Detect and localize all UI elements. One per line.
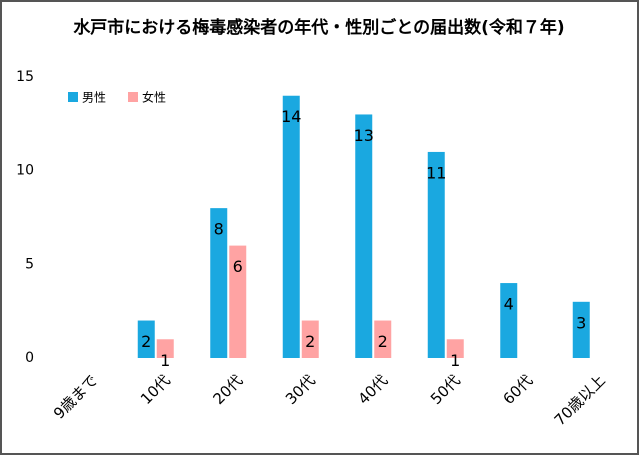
bar <box>229 245 247 358</box>
y-tick-label: 10 <box>16 163 34 179</box>
bar <box>572 301 590 358</box>
y-tick-label: 0 <box>25 350 34 366</box>
bar <box>374 320 392 358</box>
data-label: 2 <box>141 332 151 351</box>
legend-swatch <box>68 92 78 102</box>
data-label: 8 <box>214 220 224 239</box>
legend-swatch <box>128 92 138 102</box>
legend-label: 男性 <box>82 91 106 105</box>
bar <box>301 320 319 358</box>
data-label: 2 <box>305 332 315 351</box>
y-tick-label: 5 <box>25 256 34 272</box>
bar <box>210 208 228 358</box>
chart-title: 水戸市における梅毒感染者の年代・性別ごとの届出数(令和７年) <box>73 17 564 38</box>
bar <box>427 151 445 358</box>
data-label: 4 <box>504 295 514 314</box>
bar <box>282 95 300 358</box>
data-label: 14 <box>281 107 301 126</box>
data-label: 11 <box>426 163 446 182</box>
data-label: 1 <box>160 351 170 370</box>
bar <box>137 320 155 358</box>
bar <box>446 339 464 358</box>
y-tick-label: 15 <box>16 69 34 85</box>
bar <box>500 283 518 358</box>
bar <box>355 114 373 358</box>
data-label: 2 <box>378 332 388 351</box>
data-label: 3 <box>576 313 586 332</box>
legend-label: 女性 <box>142 90 166 105</box>
data-label: 1 <box>450 351 460 370</box>
bar <box>156 339 174 358</box>
data-label: 13 <box>354 126 374 145</box>
data-label: 6 <box>233 257 243 276</box>
